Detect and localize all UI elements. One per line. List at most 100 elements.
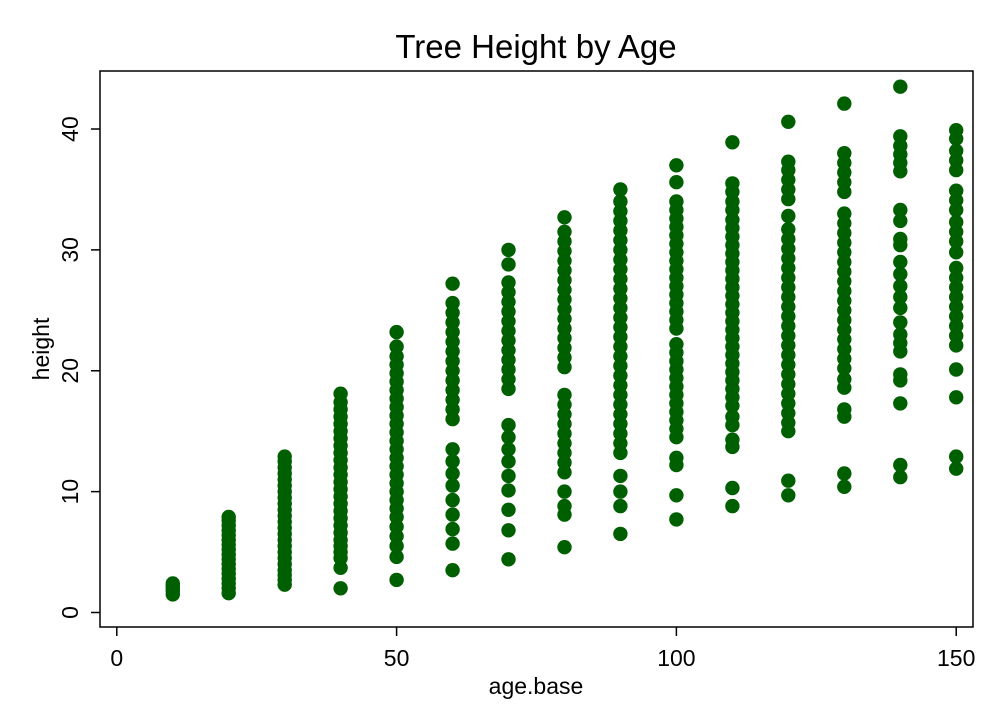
y-tick-label: 0 [57, 606, 83, 619]
data-point [725, 135, 740, 150]
data-point [725, 409, 740, 424]
data-point [893, 289, 908, 305]
chart-title: Tree Height by Age [395, 28, 676, 65]
data-point [221, 509, 236, 525]
y-tick-label: 40 [57, 116, 83, 142]
data-point [165, 576, 180, 591]
data-point [501, 483, 516, 498]
data-point [725, 176, 740, 191]
data-point [949, 260, 964, 276]
data-point [949, 461, 964, 476]
x-tick-label: 100 [657, 645, 695, 671]
data-point [445, 442, 460, 457]
data-point [893, 396, 908, 411]
data-point [949, 214, 964, 230]
data-point [949, 390, 964, 405]
data-point [333, 386, 348, 401]
plot-frame [99, 70, 974, 628]
data-point [389, 549, 404, 565]
data-point [781, 488, 796, 503]
data-point [893, 129, 908, 144]
data-point [893, 231, 908, 247]
data-point [837, 479, 852, 494]
data-point [501, 468, 516, 484]
data-point [669, 512, 684, 527]
data-point [445, 563, 460, 578]
x-axis: 0 50 100 150 [110, 627, 975, 671]
y-tick-label: 10 [57, 479, 83, 505]
data-point [501, 417, 516, 433]
data-point [445, 521, 460, 537]
data-point [501, 454, 516, 469]
data-point [669, 450, 684, 465]
data-point [893, 327, 908, 342]
data-point [501, 523, 516, 538]
data-point [781, 222, 796, 237]
data-point [445, 466, 460, 481]
x-axis-label: age.base [489, 673, 584, 699]
data-point [613, 182, 628, 197]
data-point [613, 498, 628, 514]
data-point [389, 324, 404, 340]
data-point [893, 315, 908, 330]
data-point [725, 498, 740, 514]
data-point [557, 484, 572, 499]
data-point [277, 449, 292, 464]
data-point [669, 175, 684, 190]
data-point [781, 114, 796, 129]
data-point [557, 224, 572, 239]
data-point [837, 96, 852, 111]
data-point [389, 572, 404, 588]
data-point [893, 202, 908, 218]
data-point [501, 430, 516, 445]
x-tick-label: 50 [384, 645, 410, 671]
y-axis-label: height [28, 317, 54, 380]
data-point [725, 432, 740, 447]
points-layer [165, 79, 964, 602]
data-point [893, 469, 908, 485]
data-point [949, 245, 964, 260]
y-tick-label: 20 [57, 358, 83, 384]
data-point [613, 468, 628, 484]
data-point [669, 337, 684, 352]
data-point [445, 492, 460, 508]
data-point [837, 466, 852, 481]
data-point [613, 526, 628, 542]
data-point [389, 339, 404, 354]
data-point [781, 473, 796, 488]
data-point [613, 484, 628, 499]
data-point [557, 387, 572, 403]
y-tick-label: 30 [57, 237, 83, 263]
data-point [669, 158, 684, 173]
data-point [893, 367, 908, 382]
data-point [893, 254, 908, 270]
data-point [501, 257, 516, 272]
data-point [837, 206, 852, 221]
data-point [445, 478, 460, 493]
data-point [949, 183, 964, 198]
data-point [501, 502, 516, 517]
data-point [781, 208, 796, 224]
data-point [501, 552, 516, 567]
data-point [837, 146, 852, 161]
data-point [557, 498, 572, 514]
data-point [445, 507, 460, 522]
data-point [837, 372, 852, 387]
data-point [781, 154, 796, 169]
data-point [613, 194, 628, 209]
data-point [501, 275, 516, 290]
data-point [445, 454, 460, 469]
data-point [893, 300, 908, 316]
data-point [669, 488, 684, 503]
x-tick-label: 150 [937, 645, 975, 671]
data-point [949, 362, 964, 377]
data-point [893, 278, 908, 294]
data-point [893, 266, 908, 282]
data-point [557, 540, 572, 555]
data-point [893, 213, 908, 229]
data-point [725, 480, 740, 496]
data-point [949, 123, 964, 138]
data-point [333, 581, 348, 596]
